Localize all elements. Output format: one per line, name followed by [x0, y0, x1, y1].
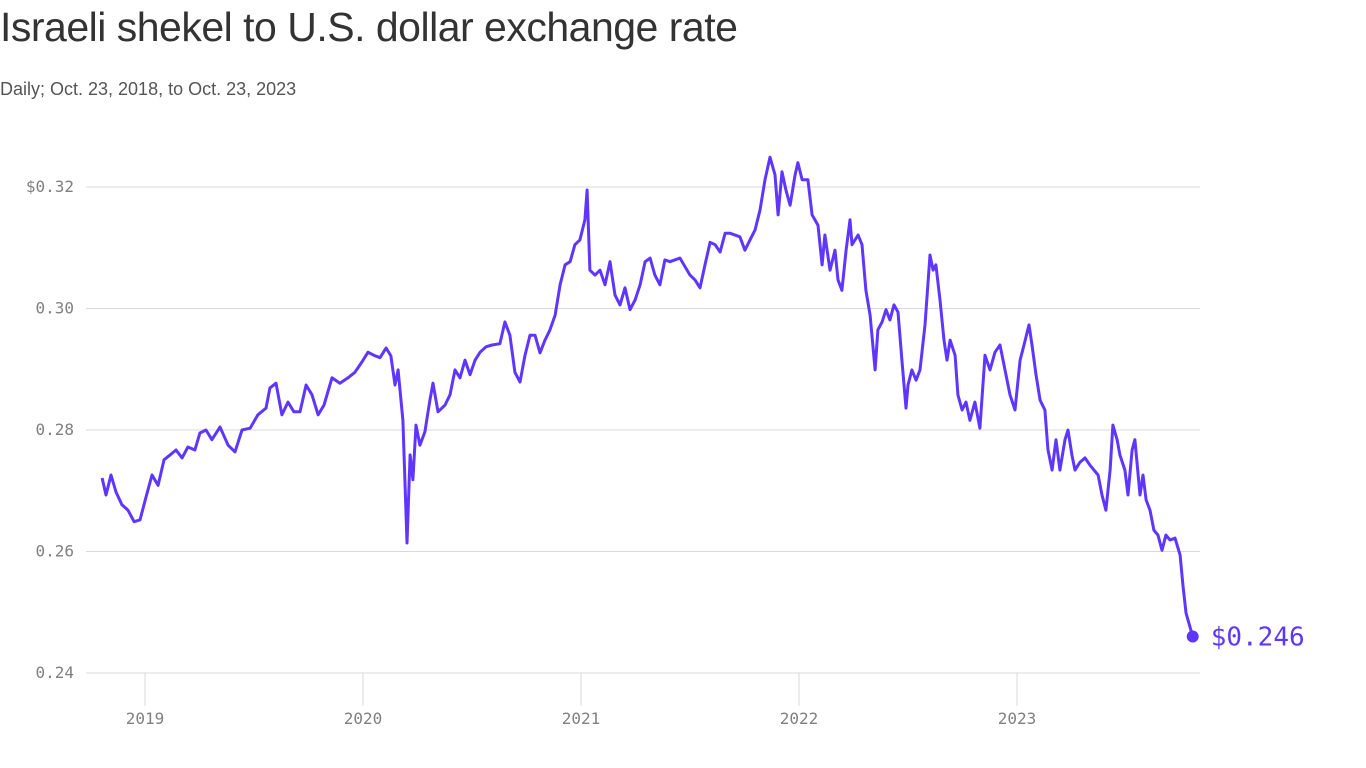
y-tick-label: 0.26	[35, 542, 74, 561]
x-tick-label: 2021	[562, 709, 601, 728]
gridlines	[86, 186, 1200, 674]
y-tick-label: 0.28	[35, 420, 74, 439]
exchange-rate-line	[100, 155, 1195, 637]
y-tick-label: $0.32	[26, 177, 74, 196]
chart-title: Israeli shekel to U.S. dollar exchange r…	[0, 4, 738, 50]
y-tick-label: 0.24	[35, 663, 74, 682]
x-tick-label: 2019	[126, 709, 165, 728]
x-tick-label: 2022	[780, 709, 819, 728]
x-tick-label: 2020	[344, 709, 383, 728]
x-tick-label: 2023	[998, 709, 1037, 728]
y-axis: 0.24 0.26 0.28 0.30 $0.32	[26, 177, 74, 682]
chart-subtitle: Daily; Oct. 23, 2018, to Oct. 23, 2023	[0, 79, 297, 99]
end-value-label: $0.246	[1211, 623, 1305, 653]
x-axis: 2019 2020 2021 2022 2023	[126, 673, 1037, 728]
y-tick-label: 0.30	[35, 299, 74, 318]
end-point-marker	[1186, 630, 1199, 643]
